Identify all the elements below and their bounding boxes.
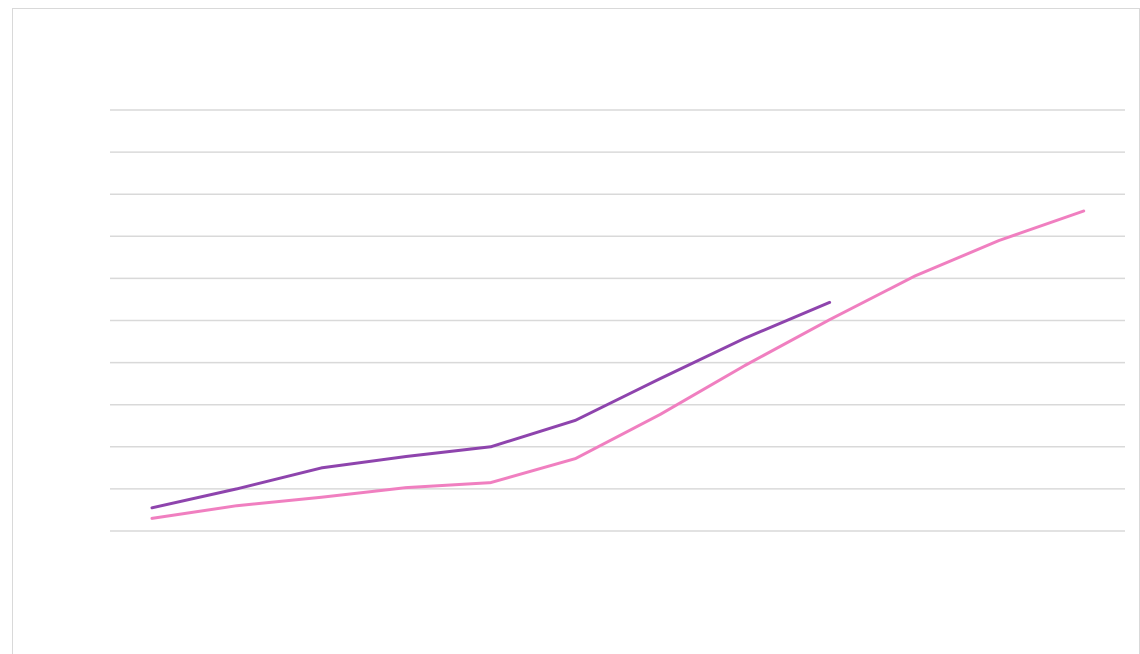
chart-frame	[12, 8, 1140, 654]
series-line-2	[150, 209, 1086, 520]
series-line-1	[150, 300, 832, 510]
series-lines	[150, 209, 1086, 520]
gridlines	[110, 109, 1125, 532]
